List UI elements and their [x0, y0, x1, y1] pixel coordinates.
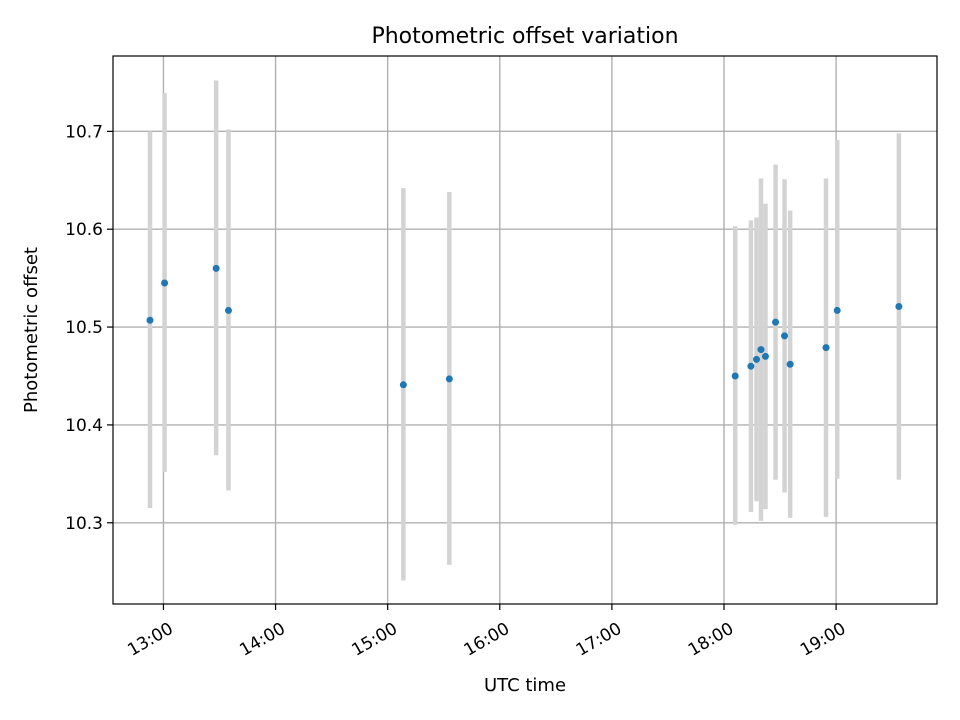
data-point: [212, 264, 220, 272]
data-point: [895, 303, 903, 311]
data-point: [753, 355, 761, 363]
data-point: [224, 306, 232, 314]
y-tick-label: 10.7: [65, 122, 103, 142]
data-points: [146, 264, 903, 389]
data-point: [399, 381, 407, 389]
y-axis-label: Photometric offset: [21, 247, 42, 413]
data-point: [757, 346, 765, 354]
data-point: [146, 316, 154, 324]
data-point: [731, 372, 739, 380]
data-point: [833, 306, 841, 314]
data-point: [772, 318, 780, 326]
data-point: [786, 360, 794, 368]
data-point: [161, 279, 169, 287]
y-axis-ticks: 10.3 10.4 10.5 10.6 10.7: [65, 122, 113, 534]
grid: [113, 56, 937, 604]
x-axis-label: UTC time: [484, 675, 566, 696]
data-point: [822, 344, 830, 352]
y-tick-label: 10.5: [65, 318, 103, 338]
plot-frame: [112, 55, 938, 605]
y-tick-label: 10.4: [65, 416, 103, 436]
data-point: [781, 332, 789, 340]
data-point: [761, 352, 769, 360]
y-tick-label: 10.6: [65, 220, 103, 240]
data-point: [445, 375, 453, 383]
chart-title: Photometric offset variation: [371, 24, 678, 49]
data-point: [747, 362, 755, 370]
y-tick-label: 10.3: [65, 514, 103, 534]
